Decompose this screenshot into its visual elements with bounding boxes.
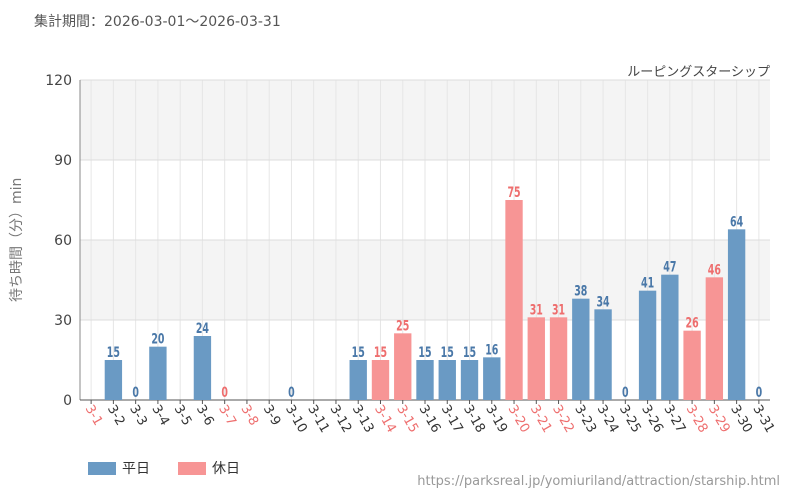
bar-3-24 [594, 309, 612, 400]
value-label-3-17: 15 [441, 345, 454, 361]
x-tick-label-3-5: 3-5 [171, 403, 195, 429]
x-tick-label-3-15: 3-15 [393, 403, 421, 436]
x-tick-label-3-1: 3-1 [82, 403, 106, 429]
bar-3-28 [683, 330, 701, 400]
bar-3-2 [104, 360, 123, 400]
value-label-3-28: 26 [686, 315, 699, 331]
bar-3-19 [483, 357, 501, 400]
bar-3-14 [371, 360, 390, 400]
x-tick-label-3-4: 3-4 [148, 403, 172, 429]
x-tick-label-3-8: 3-8 [237, 403, 261, 429]
legend: 平日 休日 [88, 458, 268, 478]
x-tick-label-3-24: 3-24 [594, 403, 622, 436]
attraction-label: ルーピングスターシップ [627, 65, 770, 80]
value-label-3-10: 0 [288, 385, 295, 401]
value-label-3-26: 41 [641, 275, 654, 291]
value-label-3-25: 0 [622, 385, 629, 401]
x-tick-label-3-23: 3-23 [571, 403, 599, 436]
bar-3-13 [349, 360, 367, 400]
value-label-3-3: 0 [132, 385, 139, 401]
y-tick-label: 90 [54, 153, 72, 169]
legend-weekday[interactable]: 平日 [88, 458, 150, 478]
value-label-3-14: 15 [374, 345, 387, 361]
legend-holiday[interactable]: 休日 [178, 458, 240, 478]
bar-3-26 [638, 290, 657, 400]
value-label-3-7: 0 [221, 385, 228, 401]
x-tick-label-3-11: 3-11 [304, 403, 332, 436]
y-tick-label: 120 [45, 73, 72, 89]
value-label-3-15: 25 [396, 318, 409, 334]
bar-3-20 [505, 200, 523, 400]
bar-3-22 [549, 317, 568, 400]
value-label-3-20: 75 [507, 185, 520, 201]
bar-3-29 [705, 277, 724, 400]
legend-holiday-swatch [178, 461, 206, 475]
bar-3-17 [438, 360, 456, 400]
legend-holiday-label: 休日 [212, 461, 240, 477]
bar-3-30 [727, 229, 746, 400]
source-url[interactable]: https://parksreal.jp/yomiuriland/attract… [417, 474, 780, 489]
x-tick-label-3-20: 3-20 [505, 403, 533, 436]
x-tick-label-3-7: 3-7 [215, 403, 239, 429]
bar-3-18 [460, 360, 479, 400]
y-tick-label: 0 [63, 393, 72, 409]
period-title: 集計期間：2026-03-01〜2026-03-31 [34, 14, 281, 30]
bar-3-6 [193, 336, 212, 400]
x-tick-label-3-31: 3-31 [749, 403, 777, 436]
x-tick-label-3-17: 3-17 [438, 403, 466, 436]
x-tick-label-3-26: 3-26 [638, 403, 666, 436]
bar-3-15 [394, 333, 412, 400]
x-tick-label-3-19: 3-19 [482, 403, 510, 436]
value-label-3-6: 24 [196, 321, 209, 337]
x-tick-label-3-21: 3-21 [527, 403, 555, 436]
value-label-3-24: 34 [596, 294, 609, 310]
legend-weekday-swatch [88, 461, 116, 475]
x-tick-label-3-18: 3-18 [460, 403, 488, 436]
x-tick-label-3-9: 3-9 [260, 403, 284, 429]
x-tick-label-3-30: 3-30 [727, 403, 755, 436]
bar-3-21 [527, 317, 545, 400]
x-tick-label-3-10: 3-10 [282, 403, 310, 436]
value-label-3-21: 31 [530, 302, 543, 318]
x-tick-label-3-22: 3-22 [549, 403, 577, 436]
bar-3-4 [149, 346, 167, 400]
x-tick-label-3-6: 3-6 [193, 403, 217, 429]
x-tick-label-3-13: 3-13 [349, 403, 377, 436]
value-label-3-27: 47 [663, 259, 676, 275]
value-label-3-4: 20 [151, 331, 164, 347]
x-tick-label-3-14: 3-14 [371, 403, 399, 436]
value-label-3-29: 46 [708, 262, 721, 278]
value-label-3-23: 38 [574, 283, 587, 299]
value-label-3-13: 15 [352, 345, 365, 361]
x-tick-label-3-25: 3-25 [616, 403, 644, 436]
y-tick-label: 60 [54, 233, 72, 249]
value-label-3-18: 15 [463, 345, 476, 361]
legend-weekday-label: 平日 [122, 461, 150, 477]
x-tick-label-3-16: 3-16 [416, 403, 444, 436]
x-tick-label-3-2: 3-2 [104, 403, 128, 429]
x-tick-label-3-12: 3-12 [327, 403, 355, 436]
x-tick-label-3-27: 3-27 [660, 403, 688, 436]
value-label-3-31: 0 [756, 385, 763, 401]
x-tick-label-3-29: 3-29 [705, 403, 733, 436]
value-label-3-16: 15 [418, 345, 431, 361]
value-label-3-22: 31 [552, 302, 565, 318]
bar-3-23 [572, 298, 590, 400]
bar-3-16 [416, 360, 434, 400]
value-label-3-2: 15 [107, 345, 120, 361]
value-label-3-30: 64 [730, 214, 743, 230]
x-tick-label-3-3: 3-3 [126, 403, 150, 429]
y-tick-label: 30 [54, 313, 72, 329]
bar-3-27 [661, 274, 679, 400]
value-label-3-19: 16 [485, 342, 498, 358]
x-tick-label-3-28: 3-28 [683, 403, 711, 436]
